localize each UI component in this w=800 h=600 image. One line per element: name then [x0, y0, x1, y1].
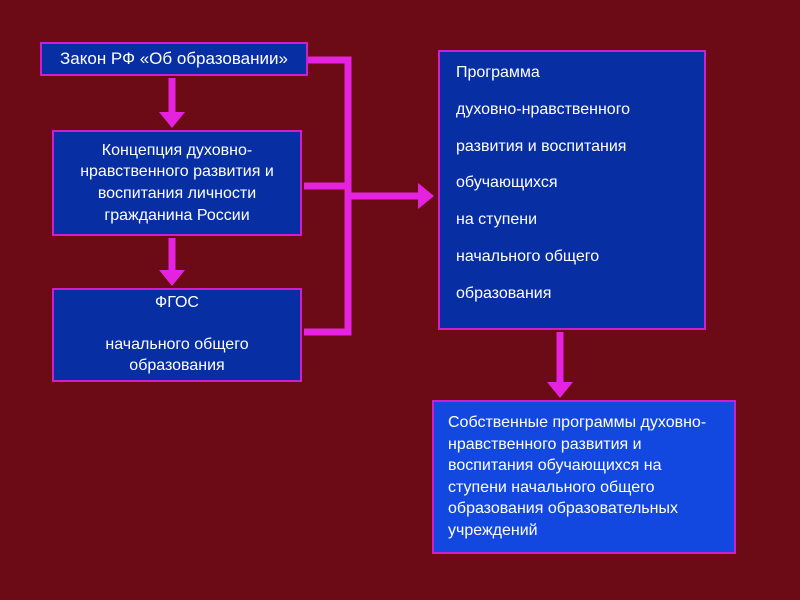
box-fgos-text: ФГОСначального общего образования: [68, 293, 286, 376]
box-program: Программадуховно-нравственногоразвития и…: [438, 50, 706, 330]
box-law: Закон РФ «Об образовании»: [40, 42, 308, 76]
box-law-text: Закон РФ «Об образовании»: [60, 49, 288, 69]
box-program-text: Программадуховно-нравственногоразвития и…: [456, 64, 630, 303]
box-concept-text: Концепция духовно-нравственного развития…: [68, 140, 286, 226]
box-own-programs: Собственные программы духовно-нравственн…: [432, 400, 736, 554]
box-fgos: ФГОСначального общего образования: [52, 288, 302, 382]
box-concept: Концепция духовно-нравственного развития…: [52, 130, 302, 236]
box-own-programs-text: Собственные программы духовно-нравственн…: [448, 412, 720, 542]
